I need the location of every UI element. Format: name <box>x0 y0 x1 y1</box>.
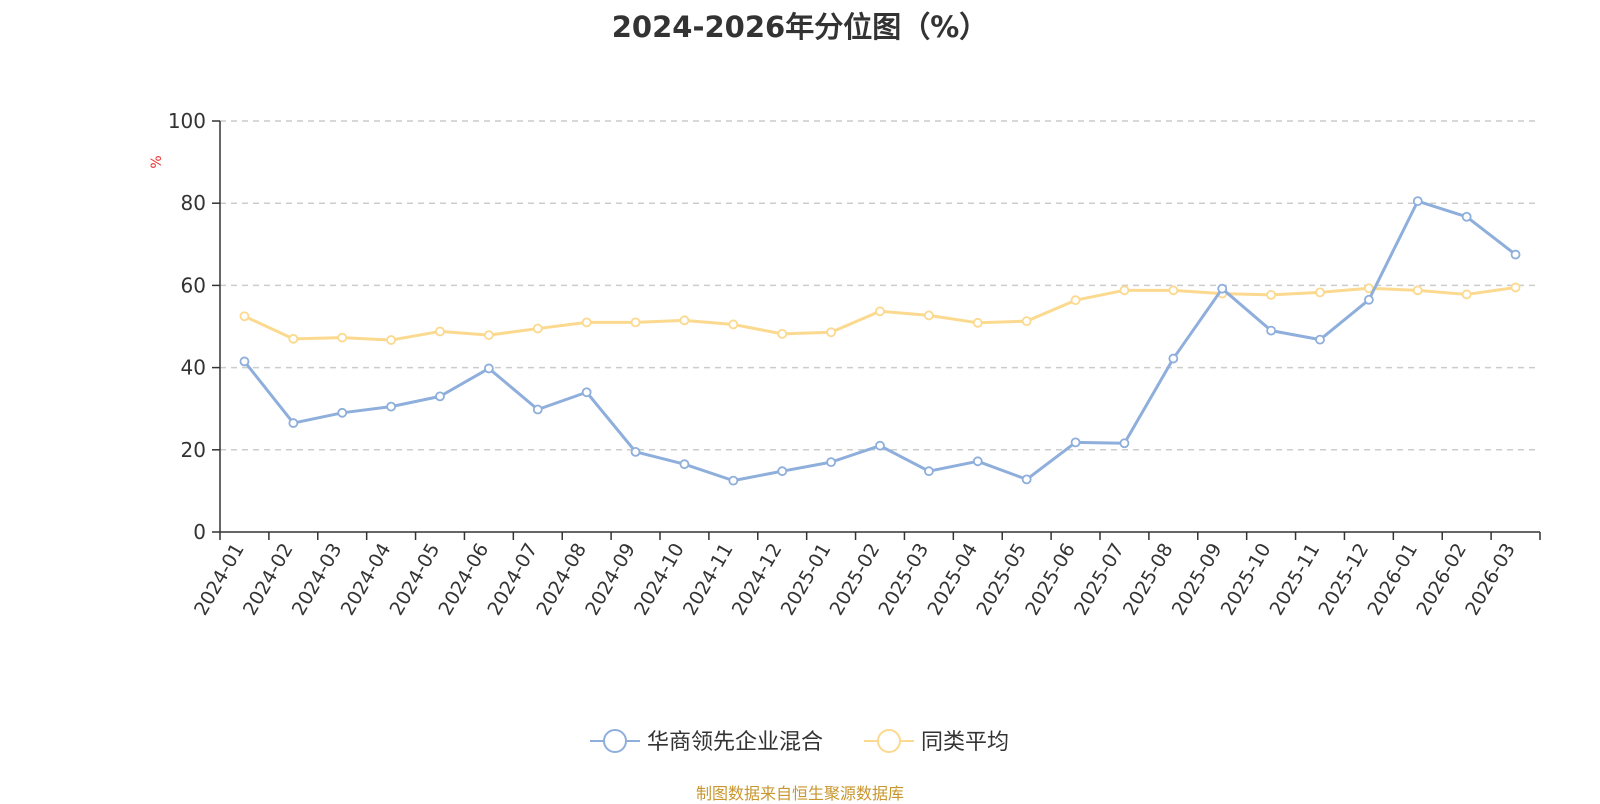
data-point[interactable] <box>972 317 983 328</box>
data-point[interactable] <box>728 475 739 486</box>
data-point[interactable] <box>777 466 788 477</box>
data-point[interactable] <box>923 310 934 321</box>
series-1 <box>239 196 1521 486</box>
data-point[interactable] <box>386 401 397 412</box>
data-point[interactable] <box>679 315 690 326</box>
series-layer <box>239 196 1521 486</box>
data-point[interactable] <box>483 330 494 341</box>
data-point[interactable] <box>337 407 348 418</box>
data-point[interactable] <box>1266 325 1277 336</box>
y-tick-label: 0 <box>193 520 206 544</box>
data-point[interactable] <box>826 457 837 468</box>
data-point[interactable] <box>532 323 543 334</box>
data-point[interactable] <box>1119 438 1130 449</box>
legend-marker-swatch <box>877 729 901 753</box>
legend-marker-swatch <box>603 729 627 753</box>
data-point[interactable] <box>435 391 445 402</box>
data-point[interactable] <box>1510 282 1521 293</box>
axes: 020406080100%2024-012024-022024-032024-0… <box>149 109 1541 619</box>
data-point[interactable] <box>1510 249 1521 260</box>
series-line <box>243 199 1517 483</box>
series-2 <box>239 282 1521 345</box>
data-point[interactable] <box>1266 289 1277 300</box>
data-point[interactable] <box>1461 289 1472 300</box>
y-tick-label: 60 <box>181 273 206 297</box>
data-point[interactable] <box>1119 285 1130 296</box>
data-point[interactable] <box>777 328 788 339</box>
data-point[interactable] <box>875 306 885 317</box>
data-point[interactable] <box>1070 437 1081 448</box>
data-point[interactable] <box>679 459 690 470</box>
data-point[interactable] <box>239 311 250 322</box>
data-point[interactable] <box>532 404 543 415</box>
data-point[interactable] <box>435 326 445 337</box>
data-point[interactable] <box>1412 285 1423 296</box>
data-point[interactable] <box>581 317 592 328</box>
legend-item-2[interactable]: 同类平均 <box>864 729 1009 755</box>
data-point[interactable] <box>728 319 739 330</box>
legend-label: 同类平均 <box>921 730 1009 755</box>
data-point[interactable] <box>1412 196 1423 207</box>
grid-lines <box>220 120 1540 451</box>
data-point[interactable] <box>1363 294 1374 305</box>
data-source-note: 制图数据来自恒生聚源数据库 <box>695 784 904 803</box>
y-axis-unit: % <box>149 155 165 168</box>
data-point[interactable] <box>1363 283 1374 294</box>
data-point[interactable] <box>1021 316 1032 327</box>
y-tick-label: 80 <box>181 191 206 215</box>
data-point[interactable] <box>972 456 983 467</box>
y-tick-label: 40 <box>181 356 206 380</box>
data-point[interactable] <box>630 446 641 457</box>
data-point[interactable] <box>386 335 397 345</box>
data-point[interactable] <box>337 332 348 343</box>
data-point[interactable] <box>1461 211 1472 222</box>
legend-label: 华商领先企业混合 <box>647 730 823 755</box>
data-point[interactable] <box>1021 474 1032 485</box>
legend[interactable]: 华商领先企业混合 同类平均 <box>590 729 1009 755</box>
data-point[interactable] <box>630 317 641 328</box>
y-tick-label: 100 <box>168 109 206 133</box>
data-point[interactable] <box>923 466 934 477</box>
y-tick-label: 20 <box>181 438 206 462</box>
chart-title: 2024-2026年分位图（%） <box>611 10 989 44</box>
data-point[interactable] <box>1315 287 1325 298</box>
data-point[interactable] <box>288 333 299 344</box>
data-point[interactable] <box>1168 285 1179 296</box>
data-point[interactable] <box>239 356 250 367</box>
legend-item-1[interactable]: 华商领先企业混合 <box>590 729 823 755</box>
data-point[interactable] <box>288 418 299 428</box>
data-point[interactable] <box>1217 283 1228 294</box>
data-point[interactable] <box>1168 353 1179 364</box>
data-point[interactable] <box>1070 295 1081 306</box>
data-point[interactable] <box>875 440 885 451</box>
data-point[interactable] <box>1315 334 1325 345</box>
data-point[interactable] <box>826 327 837 338</box>
data-point[interactable] <box>483 363 494 374</box>
data-point[interactable] <box>581 387 592 398</box>
